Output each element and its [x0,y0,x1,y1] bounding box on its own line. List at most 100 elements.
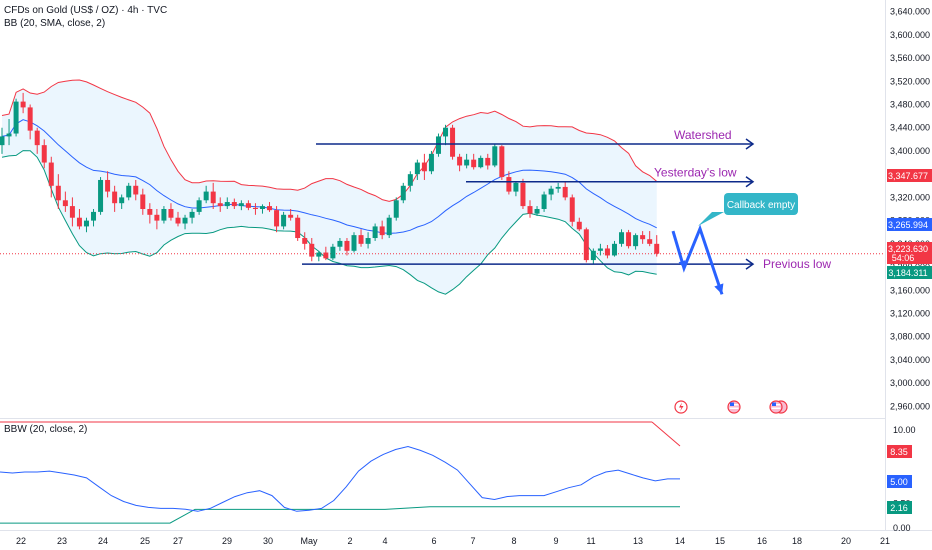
candle[interactable] [513,181,519,197]
candle[interactable] [428,150,434,175]
candle[interactable] [407,171,413,192]
candle[interactable] [119,194,125,209]
candle[interactable] [267,202,273,212]
candle[interactable] [126,182,132,201]
candle[interactable] [555,182,561,193]
candle[interactable] [274,206,280,233]
candle[interactable] [619,229,625,247]
candle[interactable] [626,229,632,249]
candle[interactable] [527,200,533,218]
candle[interactable] [386,214,392,239]
candle[interactable] [604,244,610,259]
candle[interactable] [20,92,26,114]
candle[interactable] [210,182,216,209]
candle[interactable] [400,182,406,204]
candle[interactable] [562,182,568,201]
candle[interactable] [34,127,40,154]
candle[interactable] [337,238,343,251]
candle[interactable] [203,185,209,204]
candle[interactable] [471,153,477,170]
candle[interactable] [548,185,554,201]
candle[interactable] [506,171,512,195]
chart-title[interactable]: CFDs on Gold (US$ / OZ) · 4h · TVC [4,5,168,16]
candle[interactable] [224,197,230,209]
candle[interactable] [238,200,244,211]
price-scale[interactable]: 3,640.000 3,600.000 3,560.000 3,520.000 3,48… [890,7,930,412]
candle[interactable] [140,188,146,215]
candle[interactable] [295,214,301,241]
candle[interactable] [147,203,153,224]
callback-callout[interactable]: Callback empty [698,193,798,226]
candle[interactable] [379,220,385,240]
candle[interactable] [611,240,617,257]
time-axis[interactable]: 22 23 24 25 27 29 30 May 2 4 6 7 8 9 11 13 14 15 16 18 20 21 [16,536,890,546]
candle[interactable] [252,203,258,215]
candle[interactable] [27,104,33,140]
candle[interactable] [0,127,5,154]
candle[interactable] [288,209,294,221]
projection-arrow[interactable] [671,224,724,295]
event-icons[interactable] [674,400,788,414]
candle[interactable] [62,191,68,212]
candle[interactable] [154,209,160,230]
bbw-line[interactable] [0,445,680,512]
candle[interactable] [55,174,61,209]
candle[interactable] [316,250,322,262]
yesterday-low-label[interactable]: Yesterday's low [654,166,737,180]
annotation-levels[interactable] [302,138,755,270]
candle[interactable] [499,145,505,180]
candle[interactable] [175,211,181,227]
candle[interactable] [302,232,308,250]
candle[interactable] [443,124,449,146]
candle[interactable] [91,209,97,227]
candle[interactable] [217,197,223,212]
candle[interactable] [76,209,82,230]
projection-path[interactable] [671,224,724,295]
candle[interactable] [330,243,336,261]
candle[interactable] [259,204,265,214]
candle[interactable] [478,155,484,169]
candle[interactable] [48,156,54,198]
candle[interactable] [485,153,491,170]
candlestick-series[interactable] [0,92,660,264]
candle[interactable] [640,231,646,244]
candle[interactable] [450,124,456,160]
candle[interactable] [231,198,237,209]
candle[interactable] [133,179,139,201]
candle[interactable] [421,153,427,180]
candle[interactable] [351,232,357,253]
candle[interactable] [13,98,19,137]
candle[interactable] [365,232,371,249]
candle[interactable] [358,229,364,247]
candle[interactable] [281,211,287,230]
previous-low-label[interactable]: Previous low [763,257,831,271]
candle[interactable] [457,153,463,172]
candle[interactable] [41,139,47,169]
candle[interactable] [372,223,378,241]
candle[interactable] [6,119,12,146]
candle[interactable] [492,143,498,168]
candle[interactable] [633,233,639,250]
candle[interactable] [590,248,596,264]
candle[interactable] [245,200,251,211]
candle[interactable] [189,209,195,224]
indicator-legend[interactable]: BB (20, SMA, close, 2) [4,18,106,29]
candle[interactable] [464,153,470,169]
candle[interactable] [534,206,540,216]
candle[interactable] [414,159,420,180]
candle[interactable] [112,185,118,212]
lower-indicator-legend[interactable]: BBW (20, close, 2) [4,424,88,435]
candle[interactable] [647,231,653,247]
candle[interactable] [576,217,582,232]
candle[interactable] [161,206,167,224]
candle[interactable] [541,191,547,212]
candle[interactable] [83,217,89,233]
candle[interactable] [569,194,575,227]
candle[interactable] [69,197,75,227]
candle[interactable] [654,235,660,257]
candle[interactable] [182,214,188,230]
candle[interactable] [393,197,399,221]
candle[interactable] [309,238,315,262]
candle[interactable] [520,178,526,209]
